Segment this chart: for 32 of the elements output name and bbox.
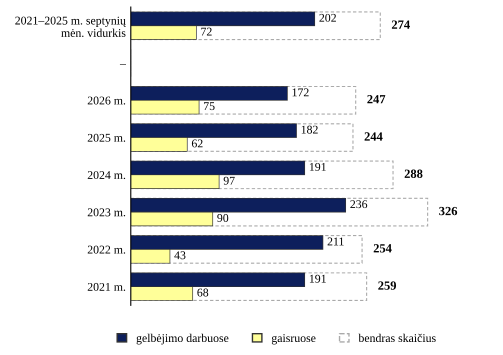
data-label: 68	[197, 288, 208, 297]
data-label: 172	[292, 88, 309, 96]
data-label: 182	[302, 126, 318, 134]
legend-label: gelbėjimo darbuose	[136, 334, 228, 344]
data-label: 274	[392, 20, 410, 29]
data-label: 191	[310, 274, 326, 283]
data-label: 211	[328, 238, 344, 246]
data-label: 326	[439, 206, 458, 216]
y-tick-label: –	[120, 64, 126, 65]
data-label: 43	[174, 251, 186, 260]
data-label: 191	[310, 162, 326, 171]
legend-label: gaisruose	[272, 334, 316, 344]
y-tick-label: 2026 m.	[88, 96, 126, 105]
data-label: 90	[217, 214, 228, 222]
y-tick-label: 2021 m.	[88, 282, 126, 291]
y-tick-label: 2022 m.	[88, 246, 126, 254]
data-label: 62	[192, 139, 203, 148]
data-label: 236	[350, 200, 368, 208]
data-label: 75	[204, 102, 215, 110]
data-label: 72	[201, 28, 212, 36]
y-tick-label: 2024 m.	[88, 171, 126, 180]
legend-label: bendras skaičius	[358, 334, 436, 342]
data-label: 244	[364, 132, 383, 141]
data-label: 259	[378, 281, 396, 290]
data-label: 288	[404, 170, 422, 178]
y-tick-label: 2023 m.	[88, 208, 126, 216]
y-tick-label: 2025 m.	[88, 134, 126, 142]
data-label: 97	[224, 176, 235, 185]
data-label: 247	[367, 95, 386, 104]
data-label: 254	[374, 244, 392, 253]
y-tick-label: 2021–2025 m. septynių mėn. vidurkis	[15, 16, 126, 37]
data-label: 202	[319, 14, 336, 22]
